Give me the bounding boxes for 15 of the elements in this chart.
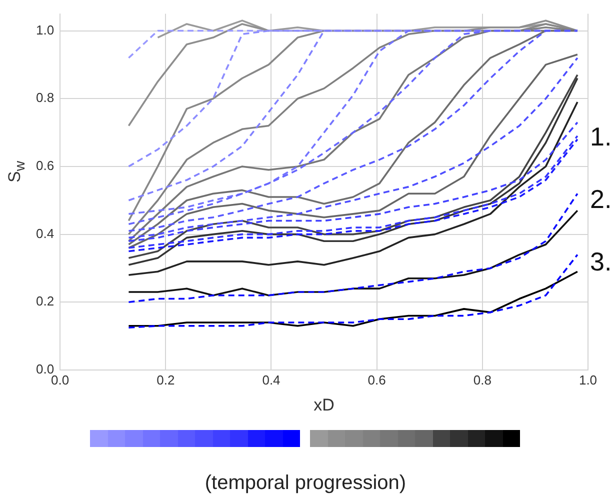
x-tick-label: 0.8 [473, 372, 492, 388]
text: 3. [590, 246, 611, 276]
x-tick-label: 1.0 [578, 372, 598, 388]
x-tick-label: 0.6 [368, 372, 386, 388]
legend-title: (temporal progression) [204, 472, 408, 495]
x-tick-label: 0.2 [156, 372, 175, 388]
y-tick-label: 0.6 [36, 158, 54, 174]
y-tick-label: 0.4 [36, 226, 54, 241]
text: 1. [590, 122, 611, 152]
x-tick-label: 0.4 [262, 372, 280, 388]
y-tick-label: 1.0 [36, 22, 54, 38]
y-tick-label: 0.2 [36, 294, 54, 309]
x-axis-title: xD [314, 395, 334, 414]
text: 2. [590, 184, 611, 214]
y-tick-label: 0.8 [36, 90, 54, 106]
